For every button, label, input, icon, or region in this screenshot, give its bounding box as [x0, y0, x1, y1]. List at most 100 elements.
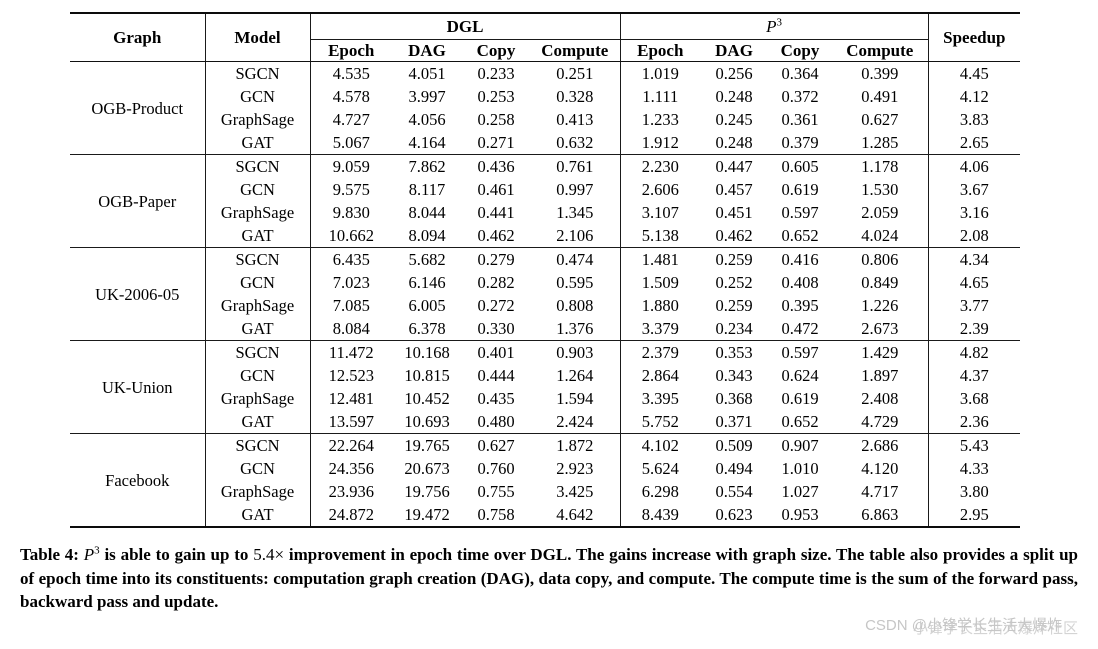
dgl-compute-cell: 0.808 [530, 294, 621, 317]
dgl-compute-cell: 0.328 [530, 85, 621, 108]
p3-compute-cell: 0.491 [832, 85, 929, 108]
caption-segment: is able to gain up to [99, 545, 254, 564]
dgl-dag-cell: 6.005 [408, 296, 446, 315]
p3-compute-cell: 2.059 [832, 201, 929, 224]
dgl-epoch-cell: 4.578 [332, 87, 370, 106]
p3-dag-cell: 0.447 [700, 154, 769, 178]
table-row: GAT 10.662 8.094 0.462 2.106 5.138 0.462 0.652 4… [70, 224, 1020, 248]
dgl-epoch-cell: 9.575 [332, 180, 370, 199]
dgl-copy-cell: 0.436 [462, 154, 530, 178]
graph-name-cell: Facebook [70, 433, 206, 527]
p3-dag-cell: 0.623 [715, 505, 753, 524]
dgl-dag-cell: 19.472 [404, 505, 450, 524]
table-row: GCN 7.023 6.146 0.282 0.595 1.509 0.252 0.408 0.… [70, 271, 1020, 294]
p3-copy-cell: 0.395 [781, 296, 819, 315]
model-cell: GCN [205, 178, 311, 201]
p3-dag-cell: 0.462 [715, 226, 753, 245]
p3-epoch-cell: 5.752 [641, 412, 679, 431]
p3-dag-cell: 0.252 [715, 273, 753, 292]
p3-epoch-cell: 1.019 [641, 64, 679, 83]
table-row: GCN 12.523 10.815 0.444 1.264 2.864 0.343 0.624… [70, 364, 1020, 387]
speedup-cell: 4.82 [928, 340, 1021, 364]
dgl-dag-cell: 4.164 [408, 133, 446, 152]
dgl-compute-cell: 0.632 [530, 131, 621, 155]
p3-compute-cell: 4.024 [832, 224, 929, 248]
p3-compute-cell: 4.717 [832, 480, 929, 503]
dgl-epoch-cell: 23.936 [328, 482, 374, 501]
col-group-p3: P3 [620, 13, 929, 40]
speedup-cell: 3.80 [959, 482, 989, 501]
col-header-graph: Graph [70, 13, 206, 62]
dgl-dag-cell: 6.146 [408, 273, 446, 292]
p3-copy-cell: 0.624 [781, 366, 819, 385]
col-header-dgl-copy: Copy [462, 39, 530, 62]
table-row: UK-2006-05 SGCN 6.435 5.682 0.279 0.474 1.481 0… [70, 247, 1021, 341]
p3-epoch-cell: 3.379 [641, 319, 679, 338]
dgl-epoch-cell: 5.067 [332, 133, 370, 152]
p3-epoch-cell: 1.912 [641, 133, 679, 152]
dgl-dag-cell: 19.756 [404, 482, 450, 501]
table-caption: Table 4: P3 is able to gain up to 5.4× i… [20, 543, 1078, 614]
dgl-compute-cell: 2.424 [530, 410, 621, 434]
col-header-p3-epoch: Epoch [620, 39, 701, 62]
dgl-copy-cell: 0.272 [477, 296, 515, 315]
p3-dag-cell: 0.509 [700, 433, 769, 457]
dgl-copy-cell: 0.253 [477, 87, 515, 106]
p3-epoch-cell: 3.107 [641, 203, 679, 222]
dgl-copy-cell: 0.233 [477, 64, 515, 83]
p3-copy-cell: 0.364 [781, 64, 819, 83]
dgl-compute-cell: 1.264 [530, 364, 621, 387]
dgl-copy-cell: 0.441 [477, 203, 515, 222]
speedup-cell: 4.34 [928, 247, 1021, 271]
dgl-copy-cell: 0.282 [477, 273, 515, 292]
col-header-model: Model [205, 13, 311, 62]
dgl-epoch-cell: 9.059 [310, 154, 392, 178]
table-header: Graph Model DGL P3 Speedup Epoch DAG Copy C… [70, 13, 1021, 62]
table-row: GCN 9.575 8.117 0.461 0.997 2.606 0.457 0.619 1.… [70, 178, 1020, 201]
header-row-groups: Graph Model DGL P3 Speedup [70, 13, 1021, 62]
model-cell: GCN [205, 85, 311, 108]
speedup-cell: 4.12 [959, 87, 989, 106]
dgl-dag-cell: 8.044 [408, 203, 446, 222]
model-cell: SGCN [205, 340, 311, 364]
graph-name-cell: OGB-Paper [70, 154, 206, 248]
subheader-row: Epoch DAG Copy Compute Epoch DAG Copy Compute [70, 39, 1020, 62]
dgl-copy-cell: 0.758 [477, 505, 515, 524]
model-cell: GAT [205, 224, 311, 248]
p3-superscript: 3 [776, 16, 782, 29]
dgl-copy-cell: 0.444 [477, 366, 515, 385]
col-header-p3-dag: DAG [700, 39, 769, 62]
p3-dag-cell: 0.234 [715, 319, 753, 338]
p3-epoch-cell: 1.233 [641, 110, 679, 129]
dgl-epoch-cell: 12.481 [328, 389, 374, 408]
model-cell: GAT [205, 503, 311, 527]
p3-copy-cell: 0.408 [781, 273, 819, 292]
p3-dag-cell: 0.259 [700, 247, 769, 271]
col-group-dgl: DGL [310, 13, 621, 40]
dgl-epoch-cell: 8.084 [332, 319, 370, 338]
table-row: GraphSage 4.727 4.056 0.258 0.413 1.233 0.245 0… [70, 108, 1020, 131]
model-cell: SGCN [205, 154, 311, 178]
p3-compute-cell: 1.897 [832, 364, 929, 387]
dgl-epoch-cell: 4.535 [332, 64, 370, 83]
p3-dag-cell: 0.371 [715, 412, 753, 431]
p3-compute-cell: 1.226 [832, 294, 929, 317]
p3-compute-cell: 1.429 [832, 340, 929, 364]
col-header-dgl-compute: Compute [530, 39, 621, 62]
model-cell: GAT [205, 317, 311, 341]
model-cell: GraphSage [205, 201, 311, 224]
p3-dag-cell: 0.245 [715, 110, 753, 129]
dgl-epoch-cell: 6.435 [310, 247, 392, 271]
speedup-cell: 2.95 [959, 505, 989, 524]
p3-copy-cell: 1.027 [781, 482, 819, 501]
p3-epoch-cell: 4.102 [620, 433, 701, 457]
dgl-epoch-cell: 24.356 [328, 459, 374, 478]
p3-compute-cell: 0.399 [832, 61, 929, 85]
dgl-dag-cell: 5.682 [392, 247, 462, 271]
dgl-copy-cell: 0.462 [477, 226, 515, 245]
model-cell: GAT [205, 410, 311, 434]
speedup-cell: 4.45 [959, 64, 989, 83]
p3-compute-cell: 6.863 [832, 503, 929, 527]
table-row: GraphSage 23.936 19.756 0.755 3.425 6.298 0.55… [70, 480, 1020, 503]
